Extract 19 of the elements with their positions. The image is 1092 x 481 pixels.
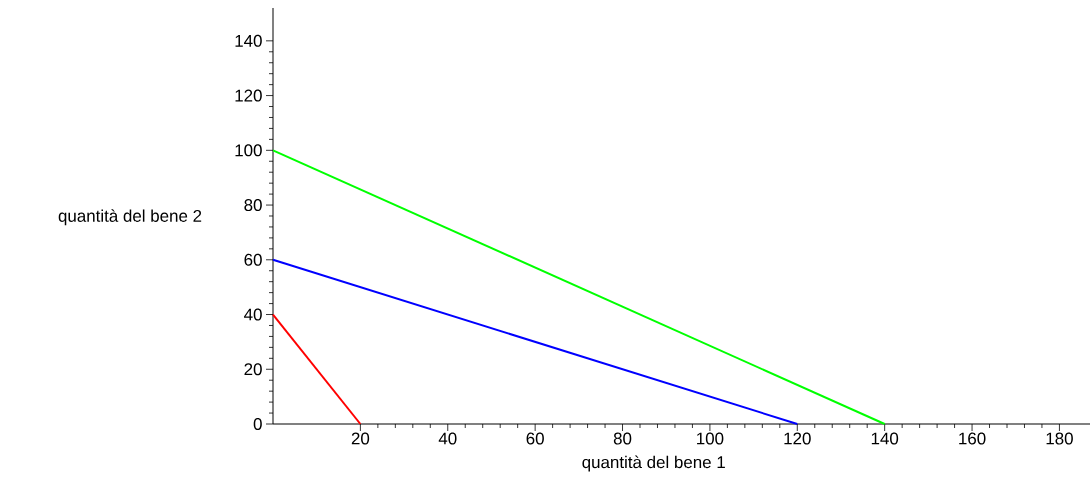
x-tick-label: 140: [871, 432, 899, 445]
y-tick-label: 40: [244, 308, 262, 321]
y-tick-label: 120: [235, 89, 262, 102]
x-tick-label: 80: [613, 432, 632, 445]
y-axis-title: quantità del bene 2: [58, 209, 202, 226]
x-tick-label: 180: [1046, 432, 1073, 445]
x-tick-label: 100: [697, 432, 724, 445]
y-tick-label: 140: [235, 34, 262, 47]
y-tick-label: 100: [235, 144, 262, 157]
x-tick-label: 20: [351, 432, 370, 445]
y-tick-label: 20: [244, 363, 262, 376]
x-tick-label: 40: [438, 432, 457, 445]
y-tick-label: 60: [244, 253, 262, 266]
x-tick-label: 160: [959, 432, 986, 445]
x-tick-label: 60: [526, 432, 544, 445]
y-tick-label: 80: [244, 199, 262, 212]
x-axis-title: quantità del bene 1: [582, 455, 725, 472]
x-tick-label: 120: [784, 432, 811, 445]
y-tick-label: 0: [253, 418, 262, 430]
